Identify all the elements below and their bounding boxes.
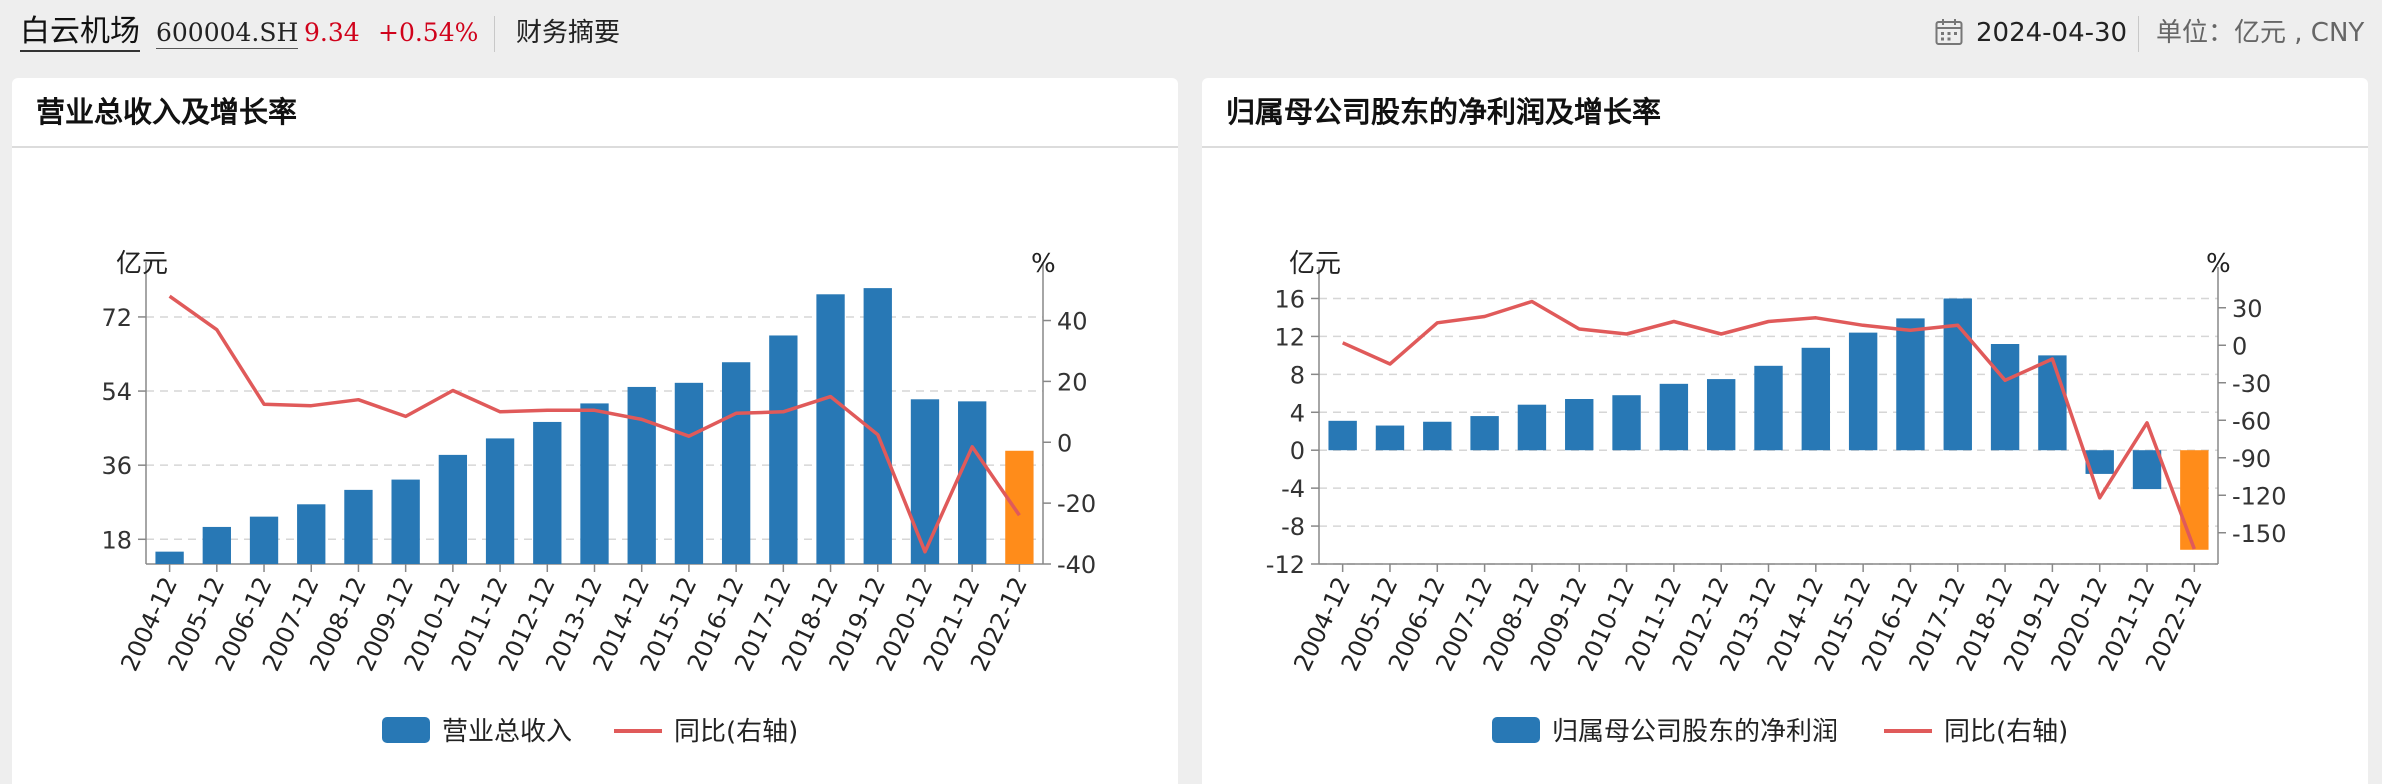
right-axis-tick-label: 30 [2232, 295, 2263, 323]
right-axis-tick-label: -120 [2232, 482, 2286, 510]
price-change-percent: +0.54% [378, 18, 479, 47]
right-axis-tick-label: -20 [1057, 490, 1096, 518]
left-axis-tick-label: 18 [101, 526, 132, 554]
bar [2132, 450, 2162, 490]
legend-bar-swatch [1492, 717, 1540, 743]
bar [438, 454, 468, 564]
legend-bar-label: 营业总收入 [442, 717, 572, 747]
bar [1612, 395, 1641, 451]
bar [1848, 332, 1878, 451]
stock-code-link[interactable]: 600004.SH [156, 18, 299, 49]
bar [958, 401, 987, 564]
bar [1801, 347, 1831, 451]
bar [1470, 416, 1499, 451]
bar [674, 382, 704, 564]
bar [2180, 450, 2209, 550]
right-axis-tick-label: -90 [2232, 445, 2271, 473]
right-axis-tick-label: -30 [2232, 370, 2271, 398]
top-bar: 白云机场 600004.SH 9.34 +0.54% 财务摘要 2024-04-… [0, 0, 2382, 66]
left-axis-unit: 亿元 [1289, 249, 1341, 279]
legend-line-label: 同比(右轴) [674, 717, 798, 747]
right-axis-tick-label: 20 [1057, 368, 1088, 396]
bar [910, 399, 940, 564]
bar [155, 551, 184, 564]
bar [1375, 425, 1405, 451]
revenue-panel: 营业总收入及增长率 18 36 54 72 -40 -20 0 20 40 亿元% 2004-12 2… [12, 78, 1178, 784]
bar [1990, 344, 2020, 451]
left-axis-tick-label: -12 [1266, 551, 1305, 579]
left-axis-tick-label: 8 [1290, 361, 1305, 389]
divider [2138, 16, 2139, 52]
right-axis-tick-label: -150 [2232, 520, 2286, 548]
bar [1005, 450, 1034, 564]
bar [1659, 383, 1689, 451]
left-axis-tick-label: 4 [1290, 399, 1305, 427]
bar [721, 362, 751, 564]
bar [1706, 379, 1736, 451]
bar [202, 526, 231, 564]
bar [1896, 318, 1925, 451]
bar [391, 479, 420, 564]
panel-divider [1202, 146, 2368, 148]
stock-price: 9.34 [304, 18, 360, 47]
growth-rate-line [168, 294, 1021, 554]
calendar-icon[interactable] [1934, 17, 1964, 47]
panel-divider [12, 146, 1178, 148]
left-axis-tick-label: -4 [1281, 475, 1305, 503]
right-axis-tick-label: 0 [2232, 332, 2247, 360]
bar [1943, 298, 1972, 451]
bar [2038, 355, 2067, 451]
left-axis-tick-label: 12 [1274, 323, 1305, 351]
left-axis-tick-label: 54 [101, 378, 132, 406]
bar [344, 489, 373, 564]
bar [769, 335, 798, 564]
bar [2085, 450, 2114, 474]
bar [249, 516, 279, 564]
bar [1565, 399, 1594, 451]
right-axis-tick-label: 0 [1057, 429, 1072, 457]
divider [494, 16, 495, 52]
report-date[interactable]: 2024-04-30 [1976, 18, 2128, 48]
left-axis-tick-label: 72 [101, 304, 132, 332]
bar [1754, 365, 1783, 451]
legend-bar-swatch [382, 717, 430, 743]
bar [580, 403, 609, 564]
left-axis-unit: 亿元 [116, 249, 168, 279]
bar [627, 386, 656, 564]
left-axis-tick-label: 36 [101, 452, 132, 480]
left-axis-tick-label: -8 [1281, 513, 1305, 541]
profit-panel: 归属母公司股东的净利润及增长率 -12 -8 -4 0 4 8 12 16 -150 -120 -9… [1202, 78, 2368, 784]
right-axis-tick-label: -60 [2232, 407, 2271, 435]
unit-label: 单位：亿元 , CNY [2156, 18, 2365, 48]
bar [485, 438, 515, 564]
panel-title: 营业总收入及增长率 [36, 95, 298, 129]
bar [1423, 421, 1452, 451]
right-axis-unit: % [2206, 249, 2231, 279]
bar [297, 504, 326, 564]
left-axis-tick-label: 0 [1290, 437, 1305, 465]
stock-name-link[interactable]: 白云机场 [20, 14, 140, 52]
right-axis-tick-label: -40 [1057, 551, 1096, 579]
legend-line-label: 同比(右轴) [1944, 717, 2068, 747]
right-axis-unit: % [1031, 249, 1056, 279]
bar [533, 421, 562, 564]
tab-financial-summary[interactable]: 财务摘要 [516, 18, 621, 48]
panel-title: 归属母公司股东的净利润及增长率 [1226, 95, 1662, 129]
growth-rate-line [1341, 299, 2196, 550]
left-axis-tick-label: 16 [1274, 285, 1305, 313]
legend-bar-label: 归属母公司股东的净利润 [1552, 717, 1838, 747]
bar [1328, 420, 1357, 451]
bar [816, 294, 845, 564]
bar [1517, 404, 1547, 451]
right-axis-tick-label: 40 [1057, 308, 1088, 336]
